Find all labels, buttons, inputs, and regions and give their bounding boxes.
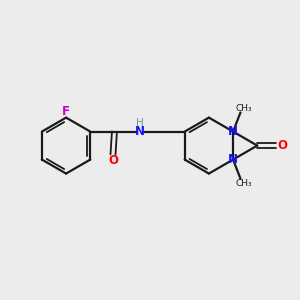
Text: CH₃: CH₃ <box>236 103 252 112</box>
Text: H: H <box>136 118 144 128</box>
Text: N: N <box>135 125 145 138</box>
Text: N: N <box>228 125 238 138</box>
Text: F: F <box>62 105 70 118</box>
Text: O: O <box>278 139 288 152</box>
Text: N: N <box>228 153 238 166</box>
Text: CH₃: CH₃ <box>236 178 252 188</box>
Text: O: O <box>108 154 118 167</box>
